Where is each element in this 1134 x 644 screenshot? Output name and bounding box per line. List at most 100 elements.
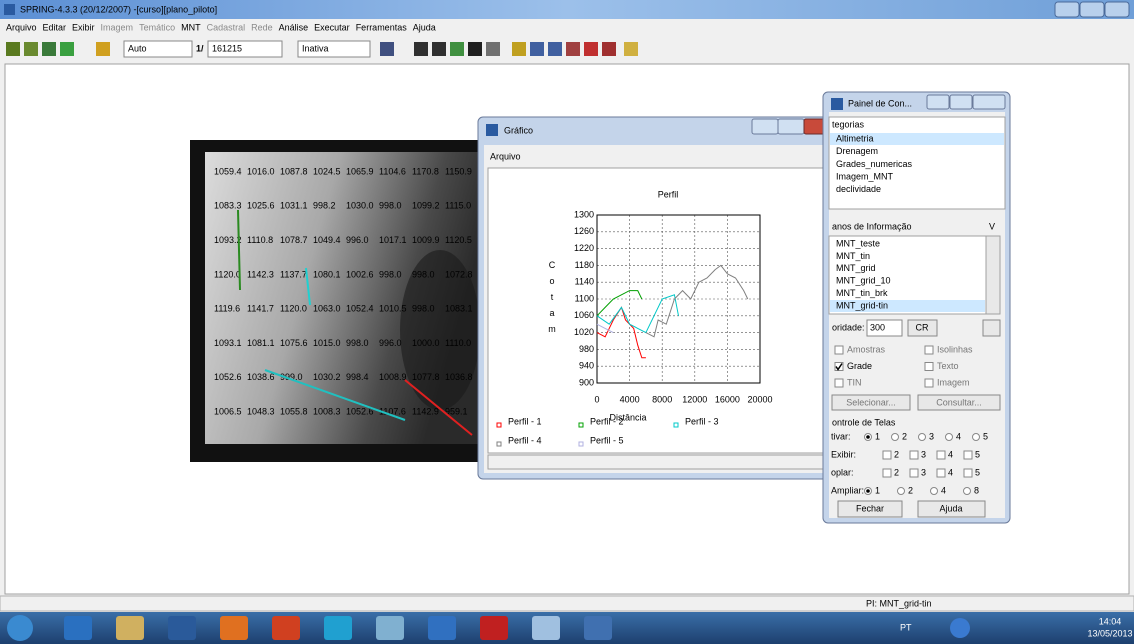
tool-icon[interactable] <box>512 42 526 56</box>
y-tick-label: 1060 <box>574 310 594 320</box>
tool-icon[interactable] <box>414 42 428 56</box>
task-icon[interactable] <box>584 616 612 640</box>
task-icon[interactable] <box>376 616 404 640</box>
plano-item[interactable]: MNT_tin <box>836 251 870 261</box>
task-icon[interactable] <box>532 616 560 640</box>
plano-item[interactable]: MNT_grid_10 <box>836 276 891 286</box>
row-item: 4 <box>948 467 953 477</box>
tool-icon[interactable] <box>530 42 544 56</box>
y-tick-label: 1220 <box>574 243 594 253</box>
option-label: Grade <box>847 361 872 371</box>
close-button[interactable] <box>973 95 1005 109</box>
tool-icon[interactable] <box>486 42 500 56</box>
radio[interactable] <box>919 434 926 441</box>
menu-item[interactable]: Arquivo <box>6 22 37 32</box>
task-icon[interactable] <box>324 616 352 640</box>
menu-item[interactable]: Rede <box>251 22 273 32</box>
x-tick-label: 4000 <box>620 394 640 404</box>
tool-icon[interactable] <box>96 42 110 56</box>
tool-icon[interactable] <box>432 42 446 56</box>
scrollbar[interactable] <box>986 236 1000 314</box>
menu-item[interactable]: MNT <box>181 22 201 32</box>
radio[interactable] <box>973 434 980 441</box>
color-button[interactable] <box>983 320 1000 336</box>
checkbox[interactable] <box>925 363 933 371</box>
tool-icon[interactable] <box>60 42 74 56</box>
clock-time[interactable]: 14:04 <box>1099 616 1122 626</box>
tool-icon[interactable] <box>602 42 616 56</box>
clock-date[interactable]: 13/05/2013 <box>1087 628 1132 638</box>
tool-icon[interactable] <box>24 42 38 56</box>
maximize-button[interactable] <box>950 95 972 109</box>
task-icon[interactable] <box>116 616 144 640</box>
task-icon[interactable] <box>168 616 196 640</box>
menu-item[interactable]: Ajuda <box>413 22 436 32</box>
checkbox[interactable] <box>910 469 918 477</box>
category-item[interactable]: declividade <box>836 184 881 194</box>
category-item[interactable]: Grades_numericas <box>836 159 913 169</box>
tool-icon[interactable] <box>584 42 598 56</box>
checkbox[interactable] <box>937 451 945 459</box>
tool-icon[interactable] <box>624 42 638 56</box>
menu-item[interactable]: Temático <box>139 22 175 32</box>
task-icon[interactable] <box>428 616 456 640</box>
grid-value: 1083.3 <box>214 201 242 211</box>
row-item: 5 <box>975 467 980 477</box>
maximize-button[interactable] <box>778 119 804 134</box>
plano-item[interactable]: MNT_grid <box>836 263 876 273</box>
task-icon[interactable] <box>272 616 300 640</box>
checkbox[interactable] <box>925 346 933 354</box>
menu-item[interactable]: Ferramentas <box>356 22 408 32</box>
category-item[interactable]: Altimetria <box>836 133 874 143</box>
grafico-menu[interactable]: Arquivo <box>490 151 521 161</box>
grid-value: 1093.2 <box>214 235 242 245</box>
category-item[interactable]: Imagem_MNT <box>836 171 894 181</box>
tool-icon[interactable] <box>6 42 20 56</box>
tool-icon[interactable] <box>42 42 56 56</box>
category-item[interactable]: Drenagem <box>836 146 878 156</box>
checkbox[interactable] <box>883 451 891 459</box>
minimize-button[interactable] <box>1055 2 1079 17</box>
language[interactable]: PT <box>900 622 912 632</box>
menu-item[interactable]: Cadastral <box>207 22 246 32</box>
minimize-button[interactable] <box>927 95 949 109</box>
menu-item[interactable]: Exibir <box>72 22 95 32</box>
checkbox[interactable] <box>835 346 843 354</box>
tool-icon[interactable] <box>450 42 464 56</box>
help-icon[interactable] <box>950 618 970 638</box>
radio[interactable] <box>892 434 899 441</box>
task-icon[interactable] <box>64 616 92 640</box>
tool-icon[interactable] <box>548 42 562 56</box>
task-icon[interactable] <box>220 616 248 640</box>
menu-item[interactable]: Executar <box>314 22 350 32</box>
checkbox[interactable] <box>883 469 891 477</box>
grid-value: 1059.4 <box>214 166 242 176</box>
checkbox[interactable] <box>925 379 933 387</box>
grid-value: 1120.0 <box>280 304 307 314</box>
radio[interactable] <box>931 488 938 495</box>
tool-icon[interactable] <box>566 42 580 56</box>
tool-icon[interactable] <box>468 42 482 56</box>
plano-item[interactable]: MNT_tin_brk <box>836 288 888 298</box>
radio[interactable] <box>964 488 971 495</box>
checkbox[interactable] <box>937 469 945 477</box>
radio[interactable] <box>946 434 953 441</box>
radio[interactable] <box>898 488 905 495</box>
plano-item[interactable]: MNT_teste <box>836 238 880 248</box>
minimize-button[interactable] <box>752 119 778 134</box>
close-button[interactable] <box>1105 2 1129 17</box>
menu-item[interactable]: Editar <box>43 22 67 32</box>
menu-item[interactable]: Análise <box>279 22 309 32</box>
window-title: SPRING-4.3.3 (20/12/2007) -[curso][plano… <box>20 4 217 14</box>
checkbox[interactable] <box>835 379 843 387</box>
menu-item[interactable]: Imagem <box>101 22 134 32</box>
task-icon[interactable] <box>480 616 508 640</box>
maximize-button[interactable] <box>1080 2 1104 17</box>
plano-item[interactable]: MNT_grid-tin <box>836 300 888 310</box>
checkbox[interactable] <box>964 469 972 477</box>
checkbox[interactable] <box>964 451 972 459</box>
tool-icon[interactable] <box>380 42 394 56</box>
start-button[interactable] <box>7 615 33 641</box>
planos-button[interactable]: V <box>989 221 995 231</box>
checkbox[interactable] <box>910 451 918 459</box>
